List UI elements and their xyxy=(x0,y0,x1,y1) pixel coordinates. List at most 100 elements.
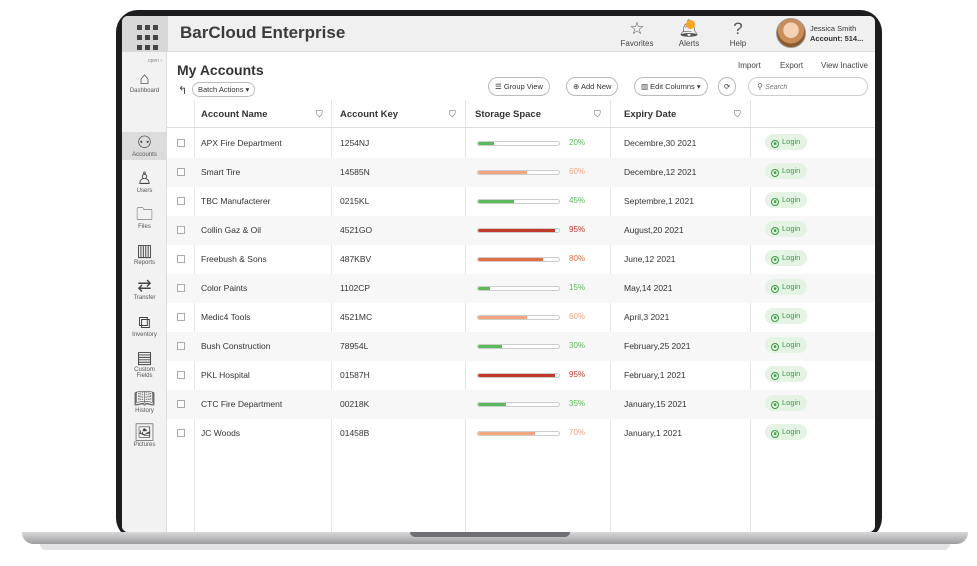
table-header: Account Name ⛉ Account Key ⛉ Storage Spa… xyxy=(167,100,875,128)
batch-actions-button[interactable]: Batch Actions ▾ xyxy=(192,82,256,97)
alerts-button[interactable]: 🔔︎ Alerts xyxy=(674,19,704,48)
table-row[interactable]: CTC Fire Department 00218K 35% January,15 2… xyxy=(167,390,875,419)
user-menu[interactable]: Jessica Smith Account: 514... xyxy=(772,18,868,50)
storage-percent: 80% xyxy=(569,254,586,263)
history-icon: 📖︎ xyxy=(133,389,156,408)
login-button[interactable]: ■ Login xyxy=(765,279,808,295)
storage-bar-fill xyxy=(478,403,507,406)
edit-columns-button[interactable]: ▥ Edit Columns ▾ xyxy=(634,77,708,96)
group-view-button[interactable]: ☰ Group View xyxy=(488,77,550,96)
login-button[interactable]: ■ Login xyxy=(765,308,808,324)
login-button[interactable]: ■ Login xyxy=(765,250,808,266)
refresh-button[interactable]: ⟳ xyxy=(718,77,737,96)
row-checkbox[interactable] xyxy=(177,400,185,408)
row-checkbox[interactable] xyxy=(177,139,185,147)
sidebar-item-history[interactable]: 📖︎ History xyxy=(122,389,167,415)
table-row[interactable]: TBC Manufacterer 0215KL 45% Septembre,1 202… xyxy=(167,187,875,216)
col-storage-space[interactable]: Storage Space xyxy=(475,109,541,120)
search-input[interactable] xyxy=(765,84,856,91)
storage-bar xyxy=(477,431,560,436)
row-checkbox[interactable] xyxy=(177,371,185,379)
sidebar-item-users[interactable]: ♙ Users xyxy=(122,170,167,195)
storage-percent: 15% xyxy=(569,283,586,292)
search-icon: ⚲ xyxy=(757,82,766,91)
app-header: BarCloud Enterprise ☆ Favorites 🔔︎ Alert… xyxy=(122,16,875,52)
account-name: Freebush & Sons xyxy=(201,254,267,264)
sidebar-item-files[interactable]: 🗀︎ Files xyxy=(122,206,167,231)
expiry-date: August,20 2021 xyxy=(624,225,684,235)
view-inactive-link[interactable]: View Inactive xyxy=(821,61,868,70)
laptop-base xyxy=(22,532,968,544)
help-button[interactable]: ? Help xyxy=(726,19,750,48)
accounts-icon: ⚇ xyxy=(136,133,153,152)
favorites-button[interactable]: ☆ Favorites xyxy=(620,19,654,48)
login-button[interactable]: ■ Login xyxy=(765,192,808,208)
filter-icon[interactable]: ⛉ xyxy=(449,109,456,119)
row-checkbox[interactable] xyxy=(177,284,185,292)
row-checkbox[interactable] xyxy=(177,197,185,205)
app-menu-icon[interactable] xyxy=(122,16,168,52)
row-checkbox[interactable] xyxy=(177,255,185,263)
table-row[interactable]: Collin Gaz & Oil 4521GO 95% August,20 2021 ■… xyxy=(167,216,875,245)
login-button[interactable]: ■ Login xyxy=(765,395,808,411)
export-link[interactable]: Export xyxy=(780,61,804,70)
login-button[interactable]: ■ Login xyxy=(765,221,808,237)
storage-bar-fill xyxy=(478,287,491,290)
sidebar-item-dashboard[interactable]: ⌂ Dashboard xyxy=(122,70,167,95)
table-row[interactable]: Color Paints 1102CP 15% May,14 2021 ■ Login xyxy=(167,274,875,303)
sidebar-open-toggle[interactable]: open › xyxy=(147,58,162,64)
inventory-icon: ⧉ xyxy=(138,313,151,332)
account-key: 1254NJ xyxy=(340,138,370,148)
sidebar-item-transfer[interactable]: ⇄ Transfer xyxy=(122,277,167,302)
account-name: CTC Fire Department xyxy=(201,399,283,409)
login-button[interactable]: ■ Login xyxy=(765,134,808,150)
table-row[interactable]: Smart Tire 14585N 60% Decembre,12 2021 ■ Logi… xyxy=(167,158,875,187)
sidebar-item-reports[interactable]: ▥ Reports xyxy=(122,242,167,267)
account-key: 78954L xyxy=(340,341,369,351)
list-icon: ☰ xyxy=(495,82,504,91)
login-button[interactable]: ■ Login xyxy=(765,337,808,353)
storage-bar xyxy=(477,286,560,291)
table-row[interactable]: Freebush & Sons 487KBV 80% June,12 2021 ■ Log… xyxy=(167,245,875,274)
storage-bar xyxy=(477,170,560,175)
login-button[interactable]: ■ Login xyxy=(765,163,808,179)
filter-icon[interactable]: ⛉ xyxy=(594,109,601,119)
col-expiry-date[interactable]: Expiry Date xyxy=(624,109,677,120)
storage-percent: 60% xyxy=(569,167,586,176)
row-checkbox[interactable] xyxy=(177,429,185,437)
table-row[interactable]: Bush Construction 78954L 30% February,25 20… xyxy=(167,332,875,361)
sidebar-item-pictures[interactable]: 🖼︎ Pictures xyxy=(122,424,167,449)
lock-icon: ■ xyxy=(771,401,779,409)
account-key: 01587H xyxy=(340,370,370,380)
col-account-name[interactable]: Account Name xyxy=(201,109,268,120)
table-row[interactable]: PKL Hospital 01587H 95% February,1 2021 ■ Log… xyxy=(167,361,875,390)
row-checkbox[interactable] xyxy=(177,342,185,350)
expiry-date: Decembre,12 2021 xyxy=(624,167,697,177)
lock-icon: ■ xyxy=(771,314,779,322)
table-row[interactable]: Medic4 Tools 4521MC 60% April,3 2021 ■ Login xyxy=(167,303,875,332)
account-key: 00218K xyxy=(340,399,370,409)
filter-icon[interactable]: ⛉ xyxy=(734,109,741,119)
row-checkbox[interactable] xyxy=(177,168,185,176)
sidebar-item-inventory[interactable]: ⧉ Inventory xyxy=(122,313,167,339)
lock-icon: ■ xyxy=(771,343,779,351)
sidebar-item-accounts[interactable]: ⚇ Accounts xyxy=(122,132,167,160)
col-account-key[interactable]: Account Key xyxy=(340,109,399,120)
row-checkbox[interactable] xyxy=(177,313,185,321)
star-icon: ☆ xyxy=(629,19,645,38)
login-button[interactable]: ■ Login xyxy=(765,424,808,440)
add-new-button[interactable]: ⊕ Add New xyxy=(566,77,619,96)
table-row[interactable]: APX Fire Department 1254NJ 20% Decembre,30 … xyxy=(167,129,875,158)
sidebar-item-custom-fields[interactable]: ▤ Custom Fields xyxy=(122,349,167,380)
import-link[interactable]: Import xyxy=(738,61,761,70)
table-row[interactable]: JC Woods 01458B 70% January,1 2021 ■ Login xyxy=(167,419,875,448)
storage-percent: 70% xyxy=(569,428,586,437)
row-checkbox[interactable] xyxy=(177,226,185,234)
storage-bar xyxy=(477,402,560,407)
storage-percent: 45% xyxy=(569,196,586,205)
login-button[interactable]: ■ Login xyxy=(765,366,808,382)
account-key: 4521GO xyxy=(340,225,373,235)
filter-icon[interactable]: ⛉ xyxy=(316,109,323,119)
plus-icon: ⊕ xyxy=(573,82,581,91)
search-box[interactable]: ⚲ xyxy=(748,77,868,96)
